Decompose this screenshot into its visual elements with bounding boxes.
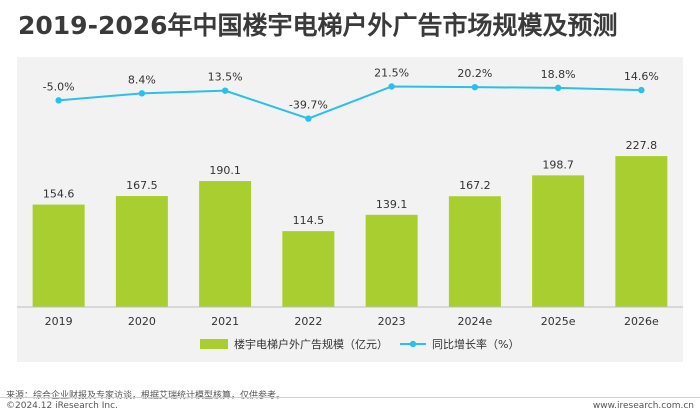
growth-value-label: 13.5% [208,71,243,84]
growth-point-2019 [55,97,62,104]
bar-2021 [199,181,252,307]
x-tick-label: 2023 [378,315,406,328]
bar-value-label: 154.6 [43,188,75,201]
bar-2025e [532,175,585,307]
x-tick-label: 2022 [294,315,322,328]
x-tick-label: 2020 [128,315,156,328]
chart-title: 2019-2026年中国楼宇电梯户外广告市场规模及预测 [18,11,618,40]
x-tick-label: 2026e [624,315,659,328]
legend-swatch-marker [409,340,417,348]
x-tick-label: 2024e [457,315,492,328]
growth-value-label: 14.6% [624,70,659,83]
bar-value-label: 167.5 [126,179,158,192]
growth-value-label: 18.8% [541,68,576,81]
x-tick-label: 2019 [45,315,73,328]
growth-point-2021 [221,87,229,94]
bar-value-label: 190.1 [209,164,241,177]
bar-2020 [115,196,168,307]
growth-value-label: 8.4% [128,73,156,86]
bar-value-label: 227.8 [626,139,658,152]
bar-value-label: 139.1 [376,198,408,211]
growth-value-label: -39.7% [289,99,328,112]
bar-value-label: 114.5 [293,214,325,227]
growth-point-2024e [471,83,479,91]
bar-2024e [448,196,501,307]
growth-value-label: -5.0% [43,80,75,93]
growth-point-2023 [388,83,395,90]
legend-label-bar: 楼宇电梯户外广告规模（亿元） [234,337,388,351]
website-url[interactable]: www.iresearch.com.cn [592,401,694,411]
chart-panel: 154.6 167.5 190.1 114.5 139.1 167.2 198.7 227.8… [17,57,683,362]
chart-svg: 154.6 167.5 190.1 114.5 139.1 167.2 198.7 227.8… [17,66,683,351]
bar-2019 [32,204,85,307]
growth-point-2026e [638,86,645,94]
x-tick-label: 2021 [211,315,239,328]
legend-label-line: 同比增长率（%） [432,337,519,351]
bar-2022 [282,231,335,307]
growth-rate-line [58,85,642,120]
growth-value-label: 21.5% [374,66,409,79]
source-note: 来源：综合企业财报及专家访谈，根据艾瑞统计模型核算，仅供参考。 [6,391,286,401]
bar-value-label: 198.7 [542,158,574,171]
copyright-text: ©2024.12 iResearch Inc. [6,401,118,411]
growth-point-2020 [138,90,146,97]
bar-value-label: 167.2 [459,179,491,192]
bar-2023 [365,214,418,307]
growth-point-2022 [305,115,312,122]
footer-divider [0,397,700,398]
legend-swatch-bar [200,339,228,349]
bar-2026e [615,156,668,307]
growth-value-label: 20.2% [457,67,492,80]
x-tick-label: 2025e [541,315,576,328]
growth-point-2025e [554,84,562,92]
